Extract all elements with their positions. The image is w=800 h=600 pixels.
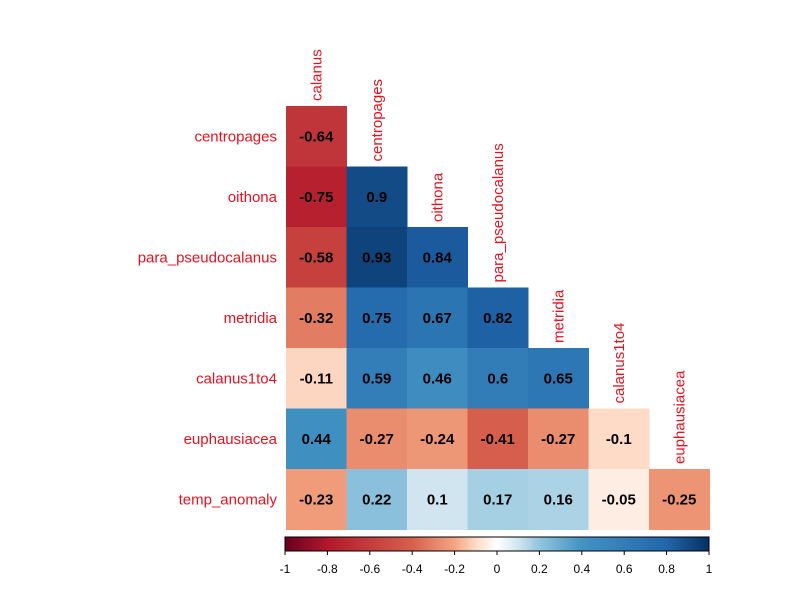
row-labels: centropages oithona para_pseudocalanusmetr… bbox=[138, 128, 278, 508]
colorbar-tick-label: 1 bbox=[706, 562, 713, 576]
column-label: euphausiacea bbox=[671, 370, 688, 464]
row-label: oithona bbox=[228, 189, 278, 206]
heatmap-cell bbox=[346, 348, 408, 409]
cell-value-label: -0.11 bbox=[300, 370, 333, 387]
heatmap-cell bbox=[407, 227, 468, 288]
heatmap-cell bbox=[407, 287, 468, 349]
heatmap-cell bbox=[407, 408, 468, 470]
cell-value-label: 0.6 bbox=[487, 370, 508, 387]
cell-value-label: -0.64 bbox=[299, 128, 334, 145]
column-label: calanus bbox=[308, 49, 325, 101]
cell-value-label: -0.27 bbox=[541, 431, 575, 448]
cell-value-label: 0.9 bbox=[366, 189, 387, 206]
column-label: metridia bbox=[550, 289, 567, 343]
heatmap-cell bbox=[286, 227, 347, 288]
cell-value-label: 0.65 bbox=[544, 370, 573, 387]
colorbar-tick-label: -1 bbox=[280, 562, 291, 576]
cell-value-label: -0.58 bbox=[299, 249, 333, 266]
heatmap-cell bbox=[528, 469, 589, 530]
cell-value-label: 0.82 bbox=[483, 310, 512, 327]
colorbar-tick-label: 0.2 bbox=[531, 562, 548, 576]
column-label: calanus1to4 bbox=[611, 323, 628, 404]
column-label: oithona bbox=[429, 172, 446, 222]
colorbar-tick-label: -0.4 bbox=[402, 562, 423, 576]
row-label: calanus1to4 bbox=[196, 370, 277, 387]
heatmap-cell bbox=[588, 408, 650, 470]
cell-value-label: -0.75 bbox=[299, 189, 333, 206]
heatmap-cell bbox=[286, 106, 347, 167]
colorbar-tick-label: 0.8 bbox=[658, 562, 675, 576]
cell-value-label: 0.46 bbox=[423, 370, 452, 387]
heatmap-cell bbox=[286, 408, 347, 470]
heatmap-cells: -0.64 -0.75 0.9 -0.58 0.93 0.84 -0.32 0.75 0.67 0… bbox=[286, 106, 710, 530]
colorbar-tick-label: -0.8 bbox=[317, 562, 338, 576]
cell-value-label: 0.59 bbox=[362, 370, 391, 387]
row-label: centropages bbox=[194, 128, 277, 145]
colorbar-tick-label: -0.6 bbox=[359, 562, 380, 576]
heatmap-cell bbox=[286, 469, 347, 530]
cell-value-label: 0.22 bbox=[362, 491, 391, 508]
heatmap-cell bbox=[286, 166, 347, 228]
colorbar-gradient bbox=[284, 536, 710, 552]
cell-value-label: -0.41 bbox=[481, 431, 515, 448]
cell-value-label: -0.25 bbox=[662, 491, 696, 508]
heatmap-cell bbox=[467, 348, 529, 409]
cell-value-label: 0.75 bbox=[362, 310, 391, 327]
row-label: euphausiacea bbox=[184, 431, 278, 448]
cell-value-label: 0.67 bbox=[423, 310, 452, 327]
colorbar-tick-label: 0.4 bbox=[573, 562, 590, 576]
heatmap-cell bbox=[407, 348, 468, 409]
colorbar-tick-label: 0 bbox=[494, 562, 501, 576]
cell-value-label: -0.23 bbox=[299, 491, 333, 508]
heatmap-cell bbox=[286, 348, 347, 409]
cell-value-label: 0.16 bbox=[544, 491, 573, 508]
cell-value-label: -0.32 bbox=[299, 310, 333, 327]
heatmap-cell bbox=[467, 408, 529, 470]
column-label: para_pseudocalanus bbox=[490, 143, 507, 282]
cell-value-label: 0.44 bbox=[302, 431, 332, 448]
heatmap-cell bbox=[346, 227, 408, 288]
cell-value-label: -0.05 bbox=[602, 491, 636, 508]
colorbar-tick-label: -0.2 bbox=[444, 562, 465, 576]
heatmap-cell bbox=[286, 287, 347, 349]
cell-value-label: 0.93 bbox=[362, 249, 391, 266]
cell-value-label: -0.1 bbox=[606, 431, 632, 448]
row-label: para_pseudocalanus bbox=[138, 249, 277, 266]
cell-value-label: -0.27 bbox=[360, 431, 394, 448]
heatmap-cell bbox=[528, 408, 589, 470]
heatmap-cell bbox=[346, 166, 408, 228]
heatmap-cell bbox=[467, 469, 529, 530]
heatmap-cell bbox=[346, 287, 408, 349]
colorbar: -1 -0.8 -0.6 -0.4 -0.2 0 0.2 0.4 0.6 0.8 1 bbox=[280, 536, 713, 576]
cell-value-label: 0.17 bbox=[483, 491, 512, 508]
column-label: centropages bbox=[369, 79, 386, 162]
heatmap-cell bbox=[588, 469, 650, 530]
row-label: temp_anomaly bbox=[179, 491, 278, 508]
heatmap-cell bbox=[407, 469, 468, 530]
heatmap-cell bbox=[467, 287, 529, 349]
heatmap-cell bbox=[649, 469, 710, 530]
cell-value-label: 0.84 bbox=[423, 249, 453, 266]
heatmap-cell bbox=[346, 469, 408, 530]
cell-value-label: -0.24 bbox=[420, 431, 455, 448]
heatmap-cell bbox=[346, 408, 408, 470]
cell-value-label: 0.1 bbox=[427, 491, 448, 508]
heatmap-cell bbox=[528, 348, 589, 409]
colorbar-tick-label: 0.6 bbox=[616, 562, 633, 576]
row-label: metridia bbox=[224, 310, 278, 327]
column-labels: calanus centropages oithona para_pseudocala… bbox=[308, 49, 688, 464]
